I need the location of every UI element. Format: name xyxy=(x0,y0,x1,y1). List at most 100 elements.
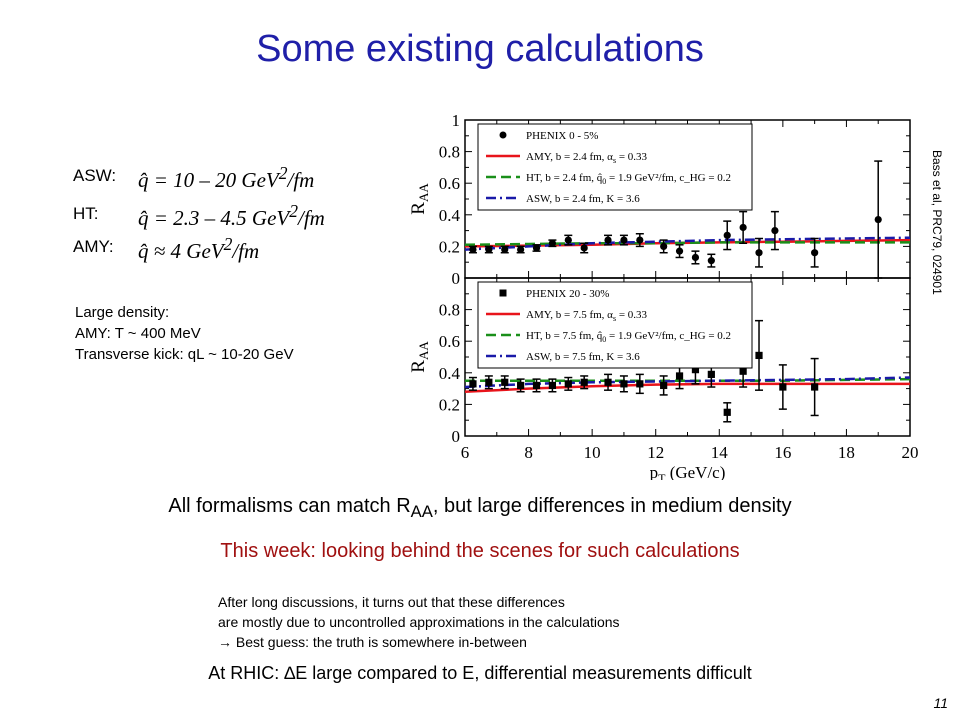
y-axis-label-sub: AA xyxy=(416,183,431,202)
data-point xyxy=(485,245,493,254)
note-line: AMY: T ~ 400 MeV xyxy=(75,325,201,342)
arrow-icon: → xyxy=(218,634,232,650)
formula-amy-unit: /fm xyxy=(232,239,260,263)
y-tick-label: 0.6 xyxy=(439,332,460,351)
legend-label: PHENIX 20 - 30% xyxy=(526,288,609,300)
data-point xyxy=(604,236,612,244)
data-point xyxy=(564,380,572,388)
data-point xyxy=(771,227,779,235)
discussion-block: After long discussions, it turns out tha… xyxy=(218,592,620,652)
x-axis-label-rest: (GeV/c) xyxy=(665,463,725,480)
formula-ht-main: q̂ = 2.3 – 4.5 GeV xyxy=(138,206,290,230)
legend-label-rest: = 1.9 GeV²/fm, c_HG = 0.2 xyxy=(606,330,731,342)
legend-label: ASW, b = 2.4 fm, K = 3.6 xyxy=(526,193,640,205)
panel-bottom: 0 0.2 0.4 0.6 0.8 RAA PHENIX 20 - 30% AMY, b = … xyxy=(408,277,919,480)
legend-label-sub: 0 xyxy=(602,335,606,344)
data-point xyxy=(517,381,525,390)
discussion-line: → Best guess: the truth is somewhere in-… xyxy=(218,632,620,652)
y-tick-label: 1 xyxy=(452,111,461,130)
data-point xyxy=(755,249,763,257)
discussion-conclusion: Best guess: the truth is somewhere in-be… xyxy=(232,634,527,650)
legend-label: ASW, b = 7.5 fm, K = 3.6 xyxy=(526,351,640,363)
page-number: 11 xyxy=(933,695,948,711)
discussion-line: After long discussions, it turns out tha… xyxy=(218,594,565,610)
x-tick-label: 14 xyxy=(711,443,729,462)
legend-label-sub: 0 xyxy=(602,177,606,186)
x-tick-label: 18 xyxy=(838,443,855,462)
legend-marker xyxy=(499,289,507,297)
legend-label: AMY, b = 7.5 fm, αs = 0.33 xyxy=(526,309,648,323)
legend-label-rest: = 0.33 xyxy=(616,309,647,321)
y-tick-label: 0 xyxy=(452,427,461,446)
data-point xyxy=(636,236,644,244)
data-point xyxy=(564,236,572,244)
y-tick-label: 0 xyxy=(452,269,461,288)
note-line: Transverse kick: qL ~ 10-20 GeV xyxy=(75,346,294,363)
legend-label-sub: s xyxy=(613,314,616,323)
data-point xyxy=(707,370,715,378)
data-point xyxy=(604,378,612,386)
model-label-ht: HT: xyxy=(73,204,99,223)
citation: Bass et al, PRC79, 024901 xyxy=(930,150,944,295)
x-tick-label: 6 xyxy=(461,443,470,462)
data-point xyxy=(469,245,477,254)
formula-ht-unit: /fm xyxy=(298,206,325,230)
legend-box xyxy=(477,123,753,211)
this-week-text: This week: looking behind the scenes for… xyxy=(220,540,740,562)
raa-chart: 0 0.2 0.4 0.6 0.8 1 RAA PHENIX 0 - 5% AMY, b = 2… xyxy=(408,111,919,480)
data-point xyxy=(707,257,715,265)
model-curve xyxy=(464,382,910,394)
data-point xyxy=(620,236,628,244)
x-axis-label-sub: T xyxy=(658,471,666,480)
panel-top: 0 0.2 0.4 0.6 0.8 1 RAA PHENIX 0 - 5% AMY, b = 2… xyxy=(408,111,911,288)
data-point xyxy=(580,378,588,386)
y-axis-label: RAA xyxy=(408,183,431,215)
data-point xyxy=(636,380,644,388)
data-point xyxy=(739,223,747,232)
data-point xyxy=(874,215,882,224)
formula-asw: q̂ = 10 – 20 GeV2/fm xyxy=(138,163,315,192)
density-notes: Large density: AMY: T ~ 400 MeV Transver… xyxy=(75,302,294,365)
x-tick-label: 16 xyxy=(774,443,791,462)
data-point xyxy=(691,366,700,374)
y-tick-label: 0.2 xyxy=(439,395,460,414)
rhic-rest: E large compared to E, differential meas… xyxy=(295,663,752,683)
formula-asw-unit: /fm xyxy=(287,168,315,192)
delta-symbol: ∆ xyxy=(284,663,296,683)
summary-after: , but large differences in medium densit… xyxy=(432,495,792,517)
data-point xyxy=(517,245,525,254)
data-point xyxy=(691,253,700,262)
note-line: Large density: xyxy=(75,304,170,321)
data-point xyxy=(811,249,819,257)
y-tick-label: 0.4 xyxy=(439,206,461,225)
legend-marker xyxy=(499,131,507,139)
legend-label: PHENIX 0 - 5% xyxy=(526,130,598,142)
data-point xyxy=(811,383,819,391)
formula-asw-main: q̂ = 10 – 20 GeV xyxy=(138,168,279,192)
y-tick-label: 0.8 xyxy=(439,301,460,320)
discussion-line: are mostly due to uncontrolled approxima… xyxy=(218,614,620,630)
data-point xyxy=(675,372,684,380)
legend-label-rest: = 1.9 GeV²/fm, c_HG = 0.2 xyxy=(606,172,731,184)
data-point xyxy=(532,381,541,390)
data-point xyxy=(548,239,557,247)
formula-amy-main: q̂ ≈ 4 GeV xyxy=(138,239,224,263)
y-axis-label-sub: AA xyxy=(416,341,431,360)
x-tick-label: 20 xyxy=(902,443,919,462)
rhic-prefix: At RHIC: xyxy=(208,663,285,683)
x-tick-label: 8 xyxy=(524,443,533,462)
y-tick-label: 0.2 xyxy=(439,237,460,256)
x-axis-label: pT (GeV/c) xyxy=(650,463,726,480)
y-axis-label: RAA xyxy=(408,341,431,373)
data-point xyxy=(469,380,477,388)
legend-label-sub: s xyxy=(613,156,616,165)
legend-label: AMY, b = 2.4 fm, αs = 0.33 xyxy=(526,151,648,165)
data-point xyxy=(660,242,668,250)
legend-label: HT, b = 2.4 fm, q̂0 = 1.9 GeV²/fm, c_HG … xyxy=(526,172,731,186)
data-point xyxy=(779,383,787,391)
legend-box xyxy=(477,281,753,369)
legend-label-rest: = 0.33 xyxy=(616,151,647,163)
summary-before: All formalisms can match R xyxy=(168,495,411,517)
data-point xyxy=(580,244,588,252)
data-point xyxy=(723,231,731,239)
